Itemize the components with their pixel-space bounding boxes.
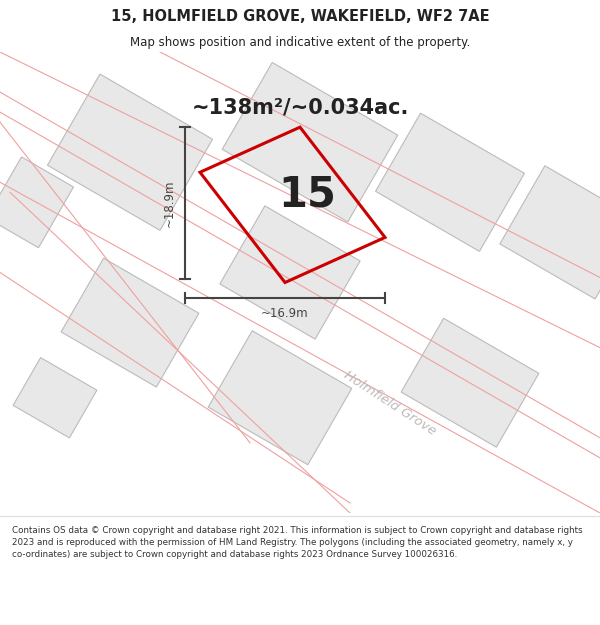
Text: ~18.9m: ~18.9m xyxy=(163,179,176,227)
Text: 15: 15 xyxy=(278,174,337,216)
Polygon shape xyxy=(208,331,352,465)
Text: ~138m²/~0.034ac.: ~138m²/~0.034ac. xyxy=(191,97,409,117)
Polygon shape xyxy=(13,357,97,438)
Text: ~16.9m: ~16.9m xyxy=(261,307,309,320)
Polygon shape xyxy=(47,74,212,231)
Polygon shape xyxy=(401,318,539,447)
Polygon shape xyxy=(0,157,73,248)
Polygon shape xyxy=(376,113,524,251)
Polygon shape xyxy=(61,258,199,387)
Polygon shape xyxy=(500,166,600,299)
Text: Contains OS data © Crown copyright and database right 2021. This information is : Contains OS data © Crown copyright and d… xyxy=(12,526,583,559)
Text: 15, HOLMFIELD GROVE, WAKEFIELD, WF2 7AE: 15, HOLMFIELD GROVE, WAKEFIELD, WF2 7AE xyxy=(110,9,490,24)
Polygon shape xyxy=(222,62,398,222)
Text: Holmfield Grove: Holmfield Grove xyxy=(341,368,439,438)
Text: Map shows position and indicative extent of the property.: Map shows position and indicative extent… xyxy=(130,36,470,49)
Polygon shape xyxy=(220,206,360,339)
